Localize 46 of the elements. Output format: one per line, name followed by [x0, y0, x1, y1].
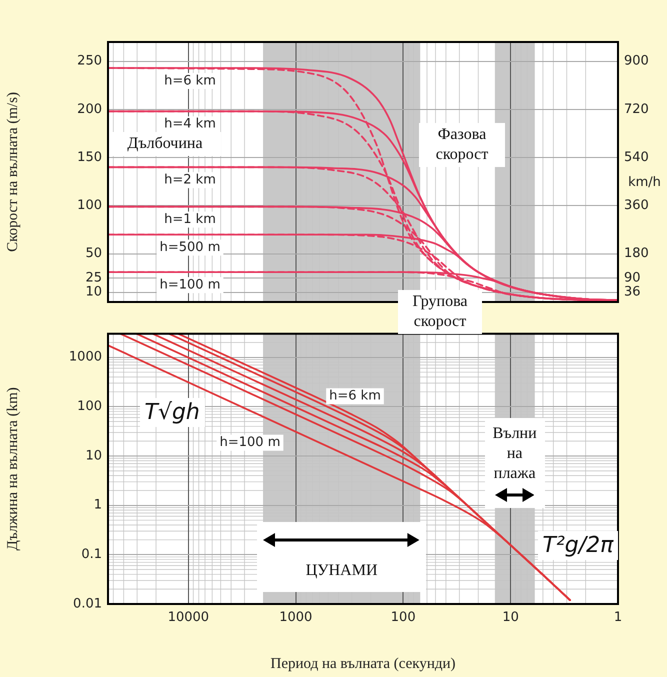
y2-axis-title: km/h [628, 174, 661, 190]
y2-tick-label: 900 [624, 54, 649, 69]
band-label: ЦУНАМИ [306, 561, 378, 581]
x-tick-label: 1 [614, 610, 622, 626]
series-label: h=6 km [329, 388, 381, 404]
y2-tick-label: 720 [624, 102, 649, 117]
y2-tick-label: 36 [624, 284, 641, 300]
y2-tick-label: 360 [624, 198, 649, 214]
x-tick-label: 100 [390, 610, 416, 626]
x-tick-label: 1000 [279, 610, 312, 626]
y-tick-label: 1000 [68, 350, 102, 365]
y2-tick-label: 540 [624, 150, 649, 165]
x-tick-label: 10 [502, 610, 519, 626]
x-tick-label: 10000 [168, 610, 210, 626]
y-tick-label: 0.1 [81, 547, 102, 562]
y-tick-label: 100 [77, 399, 102, 414]
annotation: T√gh [140, 398, 205, 426]
y2-tick-label: 180 [624, 246, 649, 262]
y-tick-label: 200 [77, 102, 102, 117]
y-tick-label: 10 [85, 284, 102, 300]
series-label: h=100 m [160, 278, 220, 293]
series-label: h=2 km [164, 172, 216, 188]
annotation: Дълбочина [109, 132, 221, 156]
y-tick-label: 25 [85, 270, 102, 286]
series-label: h=4 km [164, 116, 216, 132]
y-axis-title: Дължина на вълната (km) [4, 387, 21, 551]
series-label: h=6 km [164, 73, 216, 88]
label-panel: ЦУНАМИ [257, 522, 426, 592]
annotation: Групова скорост [398, 290, 482, 334]
y-tick-label: 50 [85, 246, 102, 262]
label-panel: Вълни на плажа [484, 418, 545, 508]
x-axis-title: Период на вълната (секунди) [270, 656, 456, 672]
y-tick-label: 1 [94, 498, 102, 513]
y-tick-label: 150 [77, 150, 102, 165]
series-label: h=500 m [160, 240, 220, 255]
series-label: h=100 m [220, 435, 280, 450]
y-axis-title: Скорост на вълната (m/s) [4, 92, 21, 252]
y-tick-label: 0.01 [73, 596, 102, 612]
annotation: Фазова скорост [419, 123, 505, 167]
y-tick-label: 250 [77, 54, 102, 69]
series-label: h=1 km [164, 212, 216, 228]
y-tick-label: 10 [85, 448, 102, 464]
band-label: Вълни на плажа [492, 424, 538, 484]
y-tick-label: 100 [77, 198, 102, 214]
y2-tick-label: 90 [624, 270, 641, 286]
annotation: T²g/2π [538, 530, 618, 560]
